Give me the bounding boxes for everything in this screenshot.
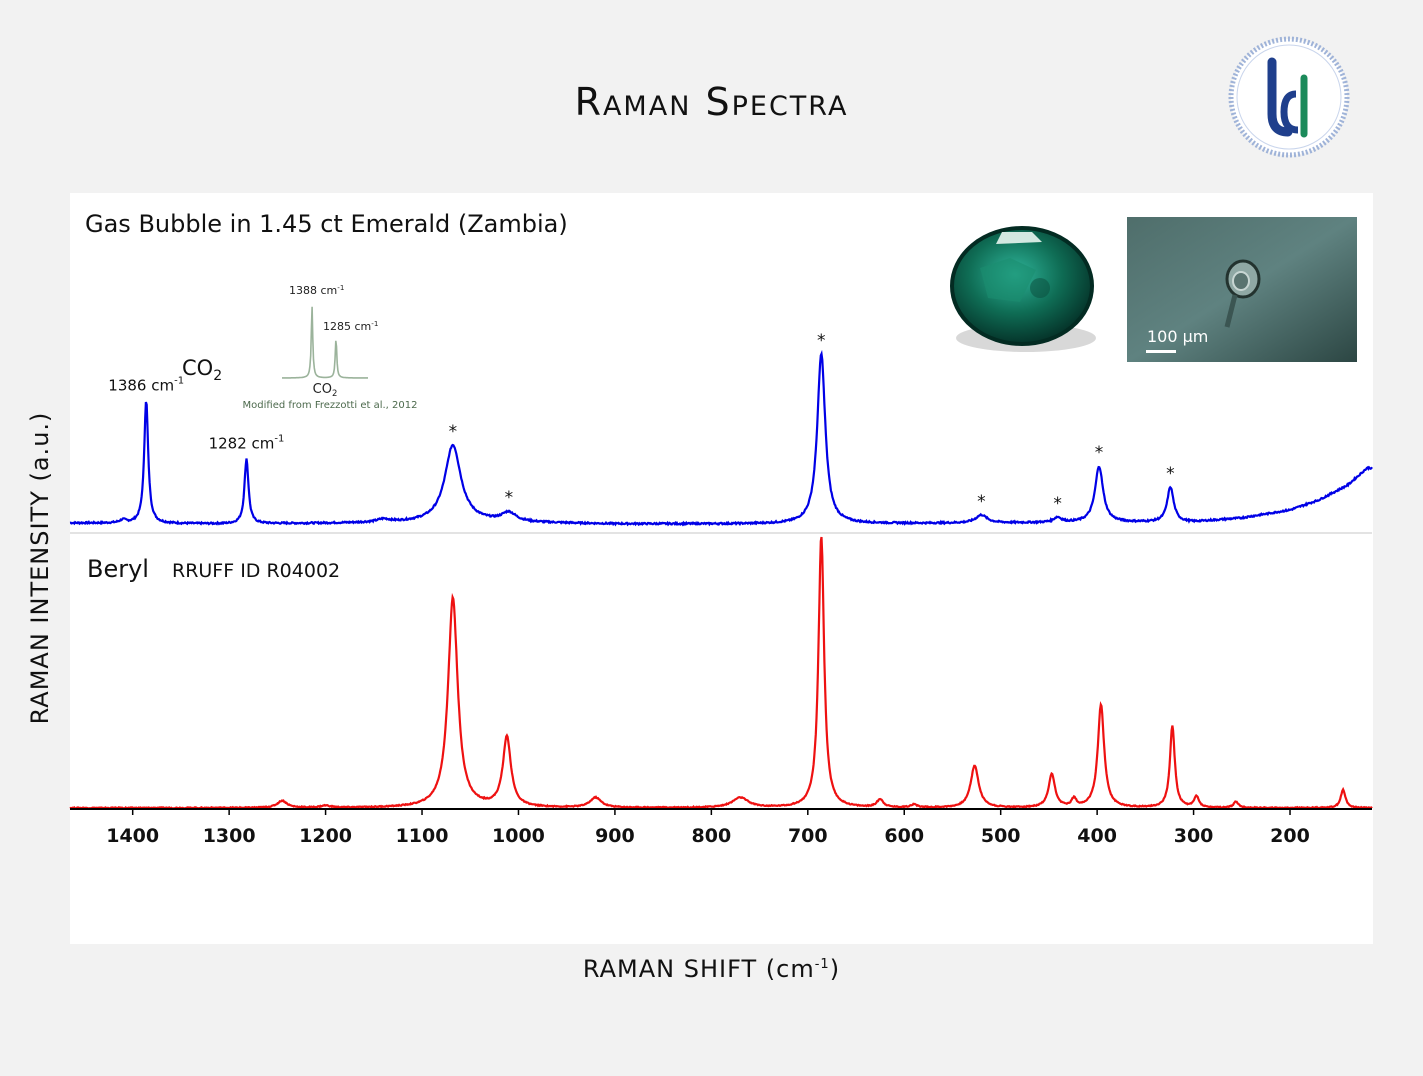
annotation-1: 1282 cm-1 — [209, 434, 285, 453]
x-axis-label-main: RAMAN SHIFT (cm — [582, 955, 815, 983]
annotation-4: * — [505, 488, 514, 508]
inset-co2-line — [282, 306, 368, 379]
inset-peak2-label: 1285 cm-1 — [323, 319, 378, 333]
annotation-3: * — [449, 422, 458, 442]
series-line-emerald — [69, 349, 1373, 527]
x-tick-label-700: 700 — [788, 825, 828, 847]
inset-credit: Modified from Frezzotti et al., 2012 — [243, 400, 418, 411]
x-tick-label-300: 300 — [1174, 825, 1214, 847]
y-axis-label: RAMAN INTENSITY (a.u.) — [26, 411, 54, 725]
logo — [1228, 36, 1350, 158]
scale-bar — [1146, 350, 1176, 353]
annotation-7: * — [1053, 494, 1062, 514]
x-tick-label-1100: 1100 — [396, 825, 449, 847]
x-tick-label-600: 600 — [884, 825, 924, 847]
x-axis-label-end: ) — [829, 955, 841, 983]
scale-label: 100 μm — [1147, 327, 1209, 346]
x-tick-label-800: 800 — [692, 825, 732, 847]
x-tick-label-1300: 1300 — [203, 825, 256, 847]
x-axis-label: RAMAN SHIFT (cm-1) — [0, 955, 1423, 983]
x-tick-label-1400: 1400 — [106, 825, 159, 847]
annotation-9: * — [1166, 464, 1175, 484]
emerald-photo — [950, 226, 1096, 352]
annotation-5: * — [817, 331, 826, 351]
annotation-2: CO2 — [182, 356, 222, 384]
annotation-6: * — [977, 492, 986, 512]
annotation-0: 1386 cm-1 — [108, 375, 184, 394]
x-tick-label-900: 900 — [595, 825, 635, 847]
series-title-beryl: Beryl — [87, 555, 149, 583]
series-subtitle-beryl: RRUFF ID R04002 — [172, 560, 340, 582]
x-tick-label-400: 400 — [1077, 825, 1117, 847]
micrograph-photo: 100 μm — [1127, 217, 1357, 362]
series-title-emerald: Gas Bubble in 1.45 ct Emerald (Zambia) — [85, 210, 568, 238]
inset-species-label: CO2 — [313, 382, 338, 398]
inset-peak1-label: 1388 cm-1 — [289, 283, 344, 297]
page-title: Raman Spectra — [574, 80, 849, 124]
x-tick-label-1000: 1000 — [492, 825, 545, 847]
series-line-beryl — [69, 536, 1373, 810]
x-axis-label-sup: -1 — [814, 957, 830, 972]
x-tick-label-1200: 1200 — [299, 825, 352, 847]
x-tick-label-200: 200 — [1270, 825, 1310, 847]
annotation-8: * — [1095, 443, 1104, 463]
x-tick-label-500: 500 — [981, 825, 1021, 847]
